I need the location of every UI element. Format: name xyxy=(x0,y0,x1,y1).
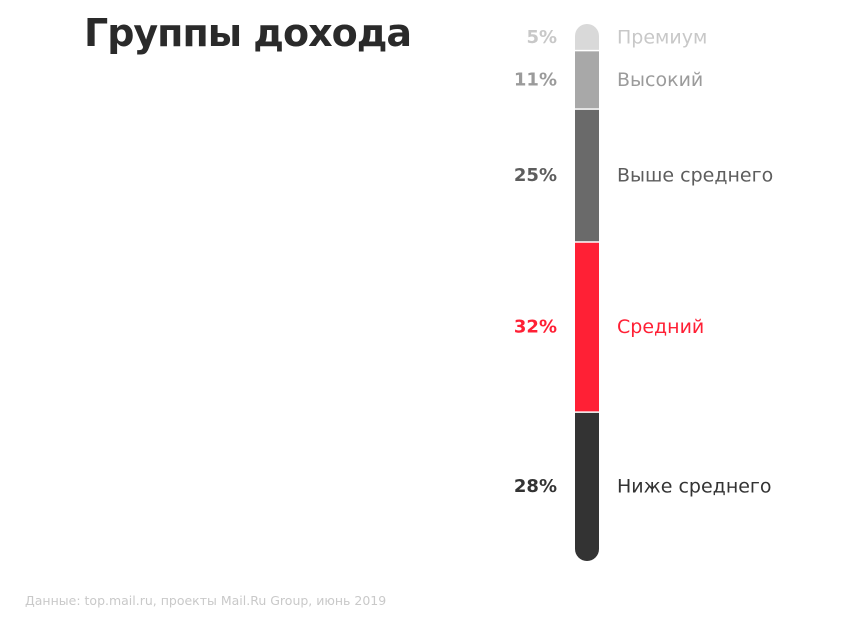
chart-title: Группы дохода xyxy=(84,11,412,55)
value-label-премиум: 5% xyxy=(526,27,557,48)
bar-segment-средний xyxy=(575,241,599,413)
value-label-ниже-среднего: 28% xyxy=(514,476,557,497)
category-label-средний: Средний xyxy=(617,316,704,338)
segment-separator xyxy=(575,49,599,52)
bar-segment-высокий xyxy=(575,50,599,110)
data-source-note: Данные: top.mail.ru, проекты Mail.Ru Gro… xyxy=(25,593,387,608)
value-label-средний: 32% xyxy=(514,317,557,338)
category-label-премиум: Премиум xyxy=(617,26,707,48)
bar-segment-выше-среднего xyxy=(575,109,599,242)
value-label-выше-среднего: 25% xyxy=(514,165,557,186)
value-label-высокий: 11% xyxy=(514,69,557,90)
bar-segment-премиум xyxy=(575,24,599,51)
segment-separator xyxy=(575,108,599,110)
segment-separator xyxy=(575,411,599,413)
bar-segment-ниже-среднего xyxy=(575,412,599,561)
category-label-выше-среднего: Выше среднего xyxy=(617,165,773,187)
segment-separator xyxy=(575,241,599,243)
category-label-ниже-среднего: Ниже среднего xyxy=(617,476,772,498)
category-label-высокий: Высокий xyxy=(617,69,703,91)
